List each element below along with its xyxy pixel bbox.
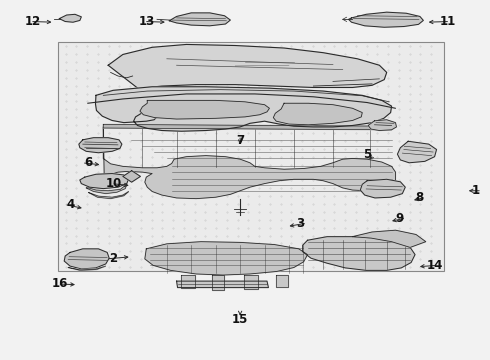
Text: 9: 9 [395,212,404,225]
Polygon shape [303,237,415,270]
Text: 4: 4 [67,198,75,211]
Polygon shape [103,125,392,130]
Polygon shape [86,184,127,194]
Polygon shape [79,138,122,153]
Polygon shape [89,192,129,199]
Polygon shape [360,179,405,198]
Polygon shape [68,266,106,270]
Text: 5: 5 [363,148,371,161]
Text: 1: 1 [471,184,479,197]
Bar [58,42,444,271]
Polygon shape [145,242,308,275]
Text: 10: 10 [106,177,122,190]
Polygon shape [273,103,362,125]
Polygon shape [96,87,392,131]
Polygon shape [176,281,269,288]
Polygon shape [212,275,224,290]
Polygon shape [348,12,423,27]
Text: 3: 3 [296,216,304,230]
Text: 14: 14 [427,259,443,272]
Text: 15: 15 [232,313,248,327]
Text: 13: 13 [138,15,155,28]
Text: 11: 11 [440,15,456,28]
Polygon shape [103,44,387,120]
Text: 12: 12 [24,15,41,28]
Polygon shape [180,275,195,288]
Polygon shape [80,174,129,189]
Text: 16: 16 [52,278,68,291]
Polygon shape [276,275,289,287]
Text: 8: 8 [415,191,423,204]
Text: 7: 7 [236,134,244,147]
Polygon shape [123,171,141,182]
Text: 2: 2 [109,252,117,265]
Polygon shape [352,230,426,247]
Polygon shape [103,127,395,199]
Polygon shape [244,275,258,289]
Polygon shape [368,120,396,131]
Polygon shape [64,249,109,269]
Text: 6: 6 [84,156,93,169]
Polygon shape [169,13,230,26]
Polygon shape [59,14,81,22]
Polygon shape [140,100,270,119]
Polygon shape [397,141,437,163]
